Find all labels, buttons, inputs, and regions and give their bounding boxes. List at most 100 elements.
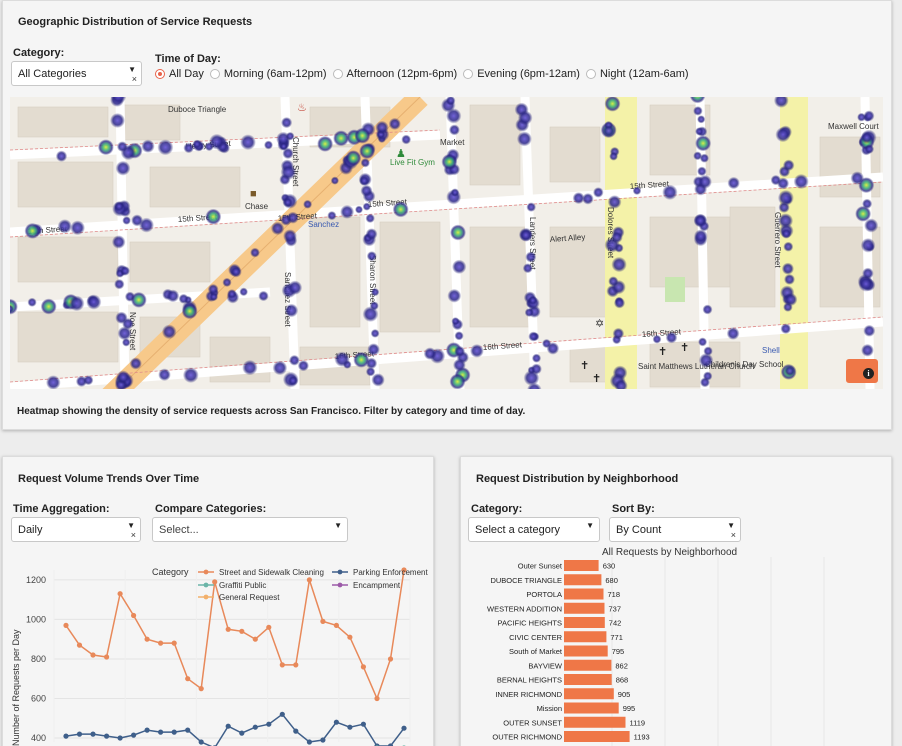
bar[interactable]: [564, 645, 608, 657]
data-point[interactable]: [144, 727, 150, 733]
legend-item[interactable]: Encampment: [353, 581, 401, 590]
clear-icon[interactable]: ×: [730, 530, 736, 540]
neighborhood-bar-chart[interactable]: All Requests by Neighborhood Outer Sunse…: [462, 543, 882, 746]
heat-point: [450, 188, 460, 197]
data-point[interactable]: [239, 730, 245, 736]
heat-point: [360, 158, 370, 168]
radio-morning[interactable]: Morning (6am-12pm): [209, 68, 327, 80]
data-point[interactable]: [212, 579, 218, 585]
data-point[interactable]: [266, 624, 272, 630]
data-point[interactable]: [198, 739, 204, 745]
bar[interactable]: [564, 731, 630, 742]
data-point[interactable]: [171, 640, 177, 646]
dist-card: [460, 456, 892, 746]
bar[interactable]: [564, 617, 605, 628]
heat-point: [365, 228, 378, 241]
map-attribution-button[interactable]: i: [846, 359, 878, 383]
sort-by-select[interactable]: By Count ▼ ×: [609, 517, 741, 542]
bar[interactable]: [564, 588, 604, 600]
legend-item[interactable]: Graffiti Public: [219, 581, 266, 590]
data-point[interactable]: [279, 711, 285, 717]
heat-point: [693, 229, 708, 244]
legend-item[interactable]: General Request: [219, 593, 280, 602]
trend-line-chart[interactable]: 1200 1000 800 600 400 Number of Requests per…: [2, 556, 432, 746]
clear-icon[interactable]: ×: [131, 74, 137, 84]
data-point[interactable]: [239, 628, 245, 634]
data-point[interactable]: [401, 567, 407, 573]
data-point[interactable]: [360, 664, 366, 670]
data-point[interactable]: [158, 640, 164, 646]
time-aggregation-select[interactable]: Daily ▼ ×: [11, 517, 141, 542]
heat-point: [10, 304, 14, 313]
data-point[interactable]: [374, 743, 380, 746]
radio-evening[interactable]: Evening (6pm-12am): [463, 68, 580, 80]
data-point[interactable]: [131, 612, 137, 619]
data-point[interactable]: [293, 662, 299, 668]
data-point[interactable]: [306, 739, 312, 745]
heat-point: [317, 135, 334, 152]
heat-point: [371, 373, 385, 387]
data-point[interactable]: [131, 732, 137, 738]
heatmap-map[interactable]: Henry Street 15th Street 15th Street 15t…: [10, 97, 883, 389]
data-point[interactable]: [117, 591, 123, 597]
bar[interactable]: [564, 688, 614, 700]
bar[interactable]: [564, 631, 607, 643]
data-point[interactable]: [333, 622, 339, 628]
data-point[interactable]: [171, 729, 177, 735]
data-point[interactable]: [320, 737, 326, 743]
data-point[interactable]: [252, 636, 258, 642]
data-point[interactable]: [279, 662, 285, 668]
radio-night[interactable]: Night (12am-6am): [585, 68, 689, 80]
heat-point: [367, 343, 380, 356]
data-point[interactable]: [76, 731, 83, 737]
data-point[interactable]: [293, 728, 299, 734]
data-point[interactable]: [347, 634, 353, 640]
radio-label: All Day: [169, 68, 204, 80]
bar[interactable]: [564, 702, 619, 714]
bar[interactable]: [564, 716, 626, 728]
data-point[interactable]: [104, 733, 110, 739]
data-point[interactable]: [333, 719, 339, 725]
data-point[interactable]: [320, 618, 326, 624]
data-point[interactable]: [90, 731, 96, 737]
data-point[interactable]: [387, 656, 394, 662]
legend-item[interactable]: Parking Enforcement: [353, 568, 428, 577]
data-point[interactable]: [117, 735, 123, 741]
bar[interactable]: [564, 674, 612, 685]
data-point[interactable]: [387, 743, 394, 746]
bar[interactable]: [564, 574, 602, 586]
dist-category-select[interactable]: Select a category ▼: [468, 517, 600, 542]
data-point[interactable]: [144, 636, 150, 642]
map-category-select[interactable]: All Categories ▼ ×: [11, 61, 142, 86]
data-point[interactable]: [198, 686, 204, 692]
data-point[interactable]: [63, 733, 69, 739]
bar[interactable]: [564, 602, 605, 614]
data-point[interactable]: [252, 724, 258, 730]
data-point[interactable]: [360, 721, 366, 727]
data-point[interactable]: [76, 642, 83, 648]
radio-all-day[interactable]: All Day: [155, 68, 204, 80]
bar[interactable]: [564, 659, 612, 671]
data-point[interactable]: [225, 723, 231, 729]
map-canvas[interactable]: Henry Street 15th Street 15th Street 15t…: [10, 97, 883, 389]
data-point[interactable]: [306, 577, 312, 583]
data-point[interactable]: [185, 727, 191, 733]
data-point[interactable]: [90, 652, 96, 658]
data-point[interactable]: [347, 724, 353, 730]
legend-item[interactable]: Street and Sidewalk Cleaning: [219, 568, 324, 577]
data-point[interactable]: [266, 721, 272, 727]
chart-legend[interactable]: Category Street and Sidewalk Cleaning Park…: [152, 567, 428, 602]
data-point[interactable]: [185, 676, 191, 682]
data-point[interactable]: [225, 626, 231, 632]
data-point[interactable]: [104, 654, 110, 660]
radio-afternoon[interactable]: Afternoon (12pm-6pm): [332, 68, 457, 80]
clear-icon[interactable]: ×: [130, 530, 136, 540]
data-point[interactable]: [401, 725, 407, 731]
bar-value-label: 742: [609, 619, 622, 628]
chart-series: [63, 567, 407, 746]
compare-categories-select[interactable]: Select... ▼: [152, 517, 348, 542]
data-point[interactable]: [158, 729, 164, 735]
data-point[interactable]: [63, 622, 69, 628]
bar[interactable]: [564, 560, 599, 571]
data-point[interactable]: [374, 695, 380, 702]
